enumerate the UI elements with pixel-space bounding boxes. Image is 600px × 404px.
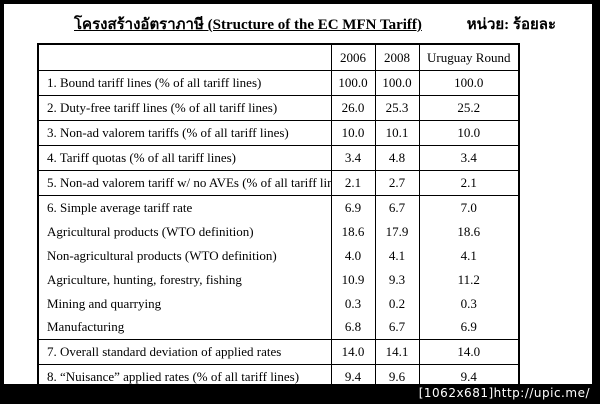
table-row: 5. Non-ad valorem tariff w/ no AVEs (% o…: [37, 170, 520, 196]
table-row: Mining and quarrying 0.3 0.2 0.3: [37, 291, 520, 316]
row-label: Agricultural products (WTO definition): [37, 219, 332, 244]
value-cell-2008: 9.6: [374, 364, 420, 390]
value-cell-uruguay: 3.4: [418, 145, 520, 171]
page-title: โครงสร้างอัตราภาษี (Structure of the EC …: [74, 17, 422, 33]
row-label: 1. Bound tariff lines (% of all tariff l…: [37, 70, 332, 96]
table-row: Agricultural products (WTO definition) 1…: [37, 219, 520, 244]
value-cell-uruguay: 0.3: [418, 291, 520, 316]
row-label: 4. Tariff quotas (% of all tariff lines): [37, 145, 332, 171]
value-cell-2006: 6.8: [330, 315, 376, 340]
value-cell-2008: 17.9: [374, 219, 420, 244]
table-header-row: 2006 2008 Uruguay Round: [37, 43, 520, 71]
value-cell-2008: 10.1: [374, 120, 420, 146]
column-header-2008: 2008: [374, 43, 420, 71]
row-label: 3. Non-ad valorem tariffs (% of all tari…: [37, 120, 332, 146]
value-cell-2008: 4.8: [374, 145, 420, 171]
value-cell-2006: 10.0: [330, 120, 376, 146]
watermark-text: [1062x681]http://upic.me/: [418, 386, 590, 400]
value-cell-uruguay: 18.6: [418, 219, 520, 244]
value-cell-2008: 6.7: [374, 195, 420, 220]
table-row: Agriculture, hunting, forestry, fishing …: [37, 267, 520, 292]
document-page: โครงสร้างอัตราภาษี (Structure of the EC …: [4, 4, 592, 391]
table-row: 6. Simple average tariff rate 6.9 6.7 7.…: [37, 195, 520, 220]
value-cell-2008: 2.7: [374, 170, 420, 196]
value-cell-2006: 14.0: [330, 339, 376, 365]
value-cell-uruguay: 9.4: [418, 364, 520, 390]
table-row: 8. “Nuisance” applied rates (% of all ta…: [37, 364, 520, 390]
row-label: Mining and quarrying: [37, 291, 332, 316]
row-label: 5. Non-ad valorem tariff w/ no AVEs (% o…: [37, 170, 332, 196]
column-header-uruguay-round: Uruguay Round: [418, 43, 520, 71]
value-cell-2006: 10.9: [330, 267, 376, 292]
value-cell-2006: 4.0: [330, 243, 376, 268]
row-label: 6. Simple average tariff rate: [37, 195, 332, 220]
table-row: 7. Overall standard deviation of applied…: [37, 339, 520, 365]
row-label: Non-agricultural products (WTO definitio…: [37, 243, 332, 268]
value-cell-uruguay: 11.2: [418, 267, 520, 292]
unit-label: หน่วย: ร้อยละ: [466, 17, 556, 33]
row-label: 2. Duty-free tariff lines (% of all tari…: [37, 95, 332, 121]
value-cell-2006: 0.3: [330, 291, 376, 316]
value-cell-uruguay: 10.0: [418, 120, 520, 146]
value-cell-2008: 0.2: [374, 291, 420, 316]
value-cell-2008: 14.1: [374, 339, 420, 365]
value-cell-2008: 4.1: [374, 243, 420, 268]
value-cell-uruguay: 14.0: [418, 339, 520, 365]
table-row: 3. Non-ad valorem tariffs (% of all tari…: [37, 120, 520, 146]
column-header-empty: [37, 43, 332, 71]
value-cell-uruguay: 6.9: [418, 315, 520, 340]
value-cell-2008: 100.0: [374, 70, 420, 96]
value-cell-uruguay: 100.0: [418, 70, 520, 96]
value-cell-uruguay: 2.1: [418, 170, 520, 196]
value-cell-2006: 6.9: [330, 195, 376, 220]
value-cell-2008: 25.3: [374, 95, 420, 121]
value-cell-2008: 6.7: [374, 315, 420, 340]
value-cell-2006: 26.0: [330, 95, 376, 121]
value-cell-uruguay: 25.2: [418, 95, 520, 121]
value-cell-uruguay: 7.0: [418, 195, 520, 220]
value-cell-2006: 100.0: [330, 70, 376, 96]
row-label: 8. “Nuisance” applied rates (% of all ta…: [37, 364, 332, 390]
value-cell-2008: 9.3: [374, 267, 420, 292]
value-cell-2006: 3.4: [330, 145, 376, 171]
tariff-structure-table: 2006 2008 Uruguay Round 1. Bound tariff …: [37, 43, 520, 391]
value-cell-2006: 18.6: [330, 219, 376, 244]
value-cell-uruguay: 4.1: [418, 243, 520, 268]
table-row: 2. Duty-free tariff lines (% of all tari…: [37, 95, 520, 121]
row-label: 7. Overall standard deviation of applied…: [37, 339, 332, 365]
row-label: Manufacturing: [37, 315, 332, 340]
table-row: 1. Bound tariff lines (% of all tariff l…: [37, 70, 520, 96]
table-row: Non-agricultural products (WTO definitio…: [37, 243, 520, 268]
value-cell-2006: 2.1: [330, 170, 376, 196]
value-cell-2006: 9.4: [330, 364, 376, 390]
table-row: 4. Tariff quotas (% of all tariff lines)…: [37, 145, 520, 171]
table-row: Manufacturing 6.8 6.7 6.9: [37, 315, 520, 340]
column-header-2006: 2006: [330, 43, 376, 71]
row-label: Agriculture, hunting, forestry, fishing: [37, 267, 332, 292]
title-bar: โครงสร้างอัตราภาษี (Structure of the EC …: [74, 12, 556, 36]
